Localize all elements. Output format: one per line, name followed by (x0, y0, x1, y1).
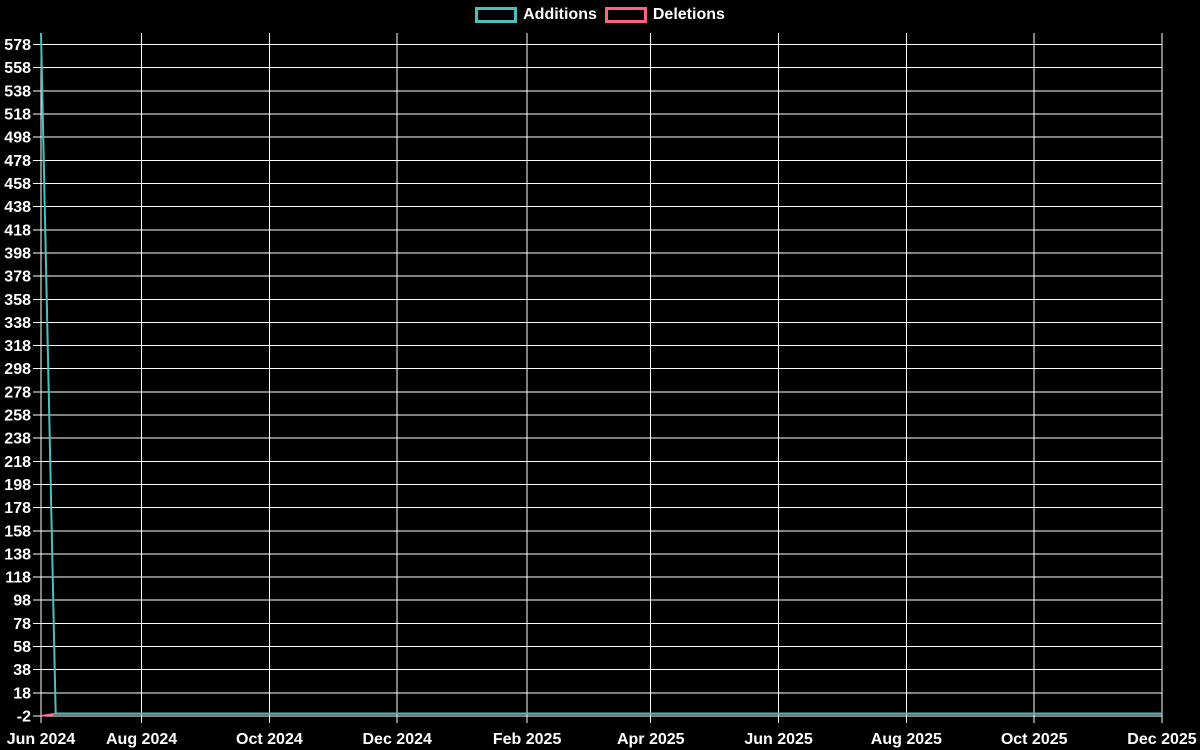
x-tick-label: Apr 2025 (617, 731, 685, 748)
legend-item-deletions[interactable]: Deletions (604, 6, 725, 23)
y-tick-label: 118 (5, 570, 31, 587)
y-tick-label: 418 (4, 222, 31, 239)
x-tick-label: Feb 2025 (493, 731, 562, 748)
y-tick-label: 58 (13, 639, 31, 656)
y-tick-label: 458 (4, 176, 31, 193)
y-tick-label: 338 (4, 315, 31, 332)
y-tick-label: 98 (13, 593, 31, 610)
y-tick-label: 358 (4, 292, 31, 309)
y-tick-label: 378 (4, 269, 31, 286)
y-tick-label: 18 (13, 685, 31, 702)
x-tick-label: Aug 2024 (106, 731, 177, 748)
y-tick-label: 298 (4, 361, 31, 378)
deletions-swatch-icon (604, 7, 647, 23)
y-tick-label: 498 (4, 130, 31, 147)
y-tick-label: 398 (4, 245, 31, 262)
legend-item-label: Additions (523, 6, 597, 23)
x-tick-label: Oct 2025 (1001, 731, 1068, 748)
y-tick-label: 538 (4, 83, 31, 100)
legend-item-additions[interactable]: Additions (475, 7, 597, 23)
additions-swatch-icon (475, 7, 518, 23)
y-tick-label: 518 (4, 107, 31, 124)
y-tick-label: 238 (4, 431, 31, 448)
y-tick-label: 38 (13, 662, 31, 679)
y-grid: -2 18 38 58 78 98 118 138 158 178 198 218 238 258 278 2… (4, 37, 1162, 726)
chart-legend: Additions Deletions (0, 7, 1200, 23)
x-tick-label: Oct 2024 (236, 731, 303, 748)
y-tick-label: 438 (4, 199, 31, 216)
x-tick-label: Dec 2025 (1127, 731, 1196, 748)
x-tick-label: Dec 2024 (363, 731, 432, 748)
y-tick-label: -2 (17, 709, 31, 726)
y-tick-label: 258 (4, 408, 31, 425)
y-tick-label: 198 (4, 477, 31, 494)
x-tick-label: Jun 2024 (7, 731, 76, 748)
y-tick-label: 558 (4, 60, 31, 77)
y-tick-label: 278 (4, 384, 31, 401)
y-tick-label: 178 (4, 500, 31, 517)
y-tick-label: 318 (4, 338, 31, 355)
x-tick-label: Jun 2025 (744, 731, 813, 748)
series-line-additions (40, 32, 1162, 715)
y-tick-label: 578 (4, 37, 31, 54)
y-tick-label: 158 (4, 523, 31, 540)
y-tick-label: 78 (13, 616, 31, 633)
y-tick-label: 478 (4, 153, 31, 170)
legend-item-label: Deletions (652, 6, 725, 23)
y-tick-label: 218 (4, 454, 31, 471)
x-tick-label: Aug 2025 (871, 731, 942, 748)
x-grid: Jun 2024 Aug 2024 Oct 2024 Dec 2024 Feb 2025… (7, 33, 1197, 748)
y-tick-label: 138 (4, 546, 31, 563)
